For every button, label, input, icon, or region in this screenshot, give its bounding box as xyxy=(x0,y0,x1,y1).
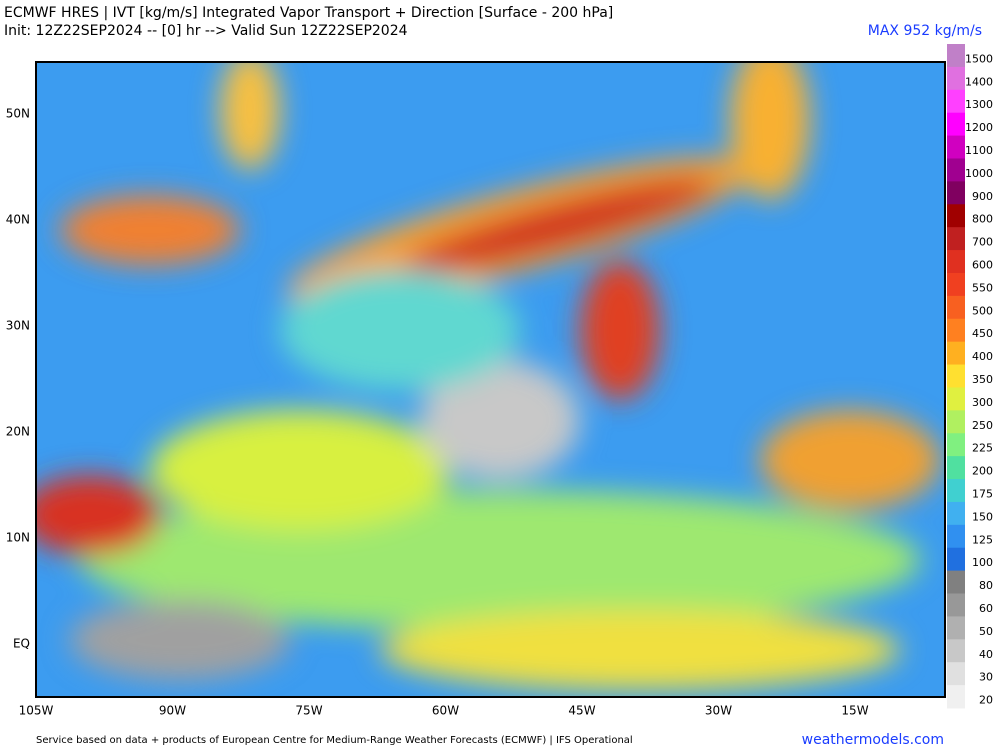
colorbar-swatch xyxy=(947,685,965,709)
colorbar-label: 350 xyxy=(972,373,993,386)
lat-label: 50N xyxy=(6,107,30,121)
colorbar-label: 300 xyxy=(972,396,993,409)
colorbar-label: 500 xyxy=(972,304,993,317)
colorbar-label: 20 xyxy=(979,694,993,707)
colorbar-swatch xyxy=(947,44,965,68)
colorbar-swatch xyxy=(947,662,965,686)
colorbar-swatch xyxy=(947,456,965,480)
colorbar-label: 80 xyxy=(979,579,993,592)
colorbar-swatch xyxy=(947,66,965,91)
lat-label: EQ xyxy=(13,637,30,651)
lat-label: 40N xyxy=(6,213,30,227)
subtitle: Init: 12Z22SEP2024 -- [0] hr --> Valid S… xyxy=(4,23,408,39)
colorbar-label: 550 xyxy=(972,281,993,294)
colorbar-swatch xyxy=(947,135,965,159)
colorbar-label: 400 xyxy=(972,350,993,363)
colorbar-label: 700 xyxy=(972,236,993,249)
colorbar-label: 1300 xyxy=(965,98,993,111)
colorbar-label: 1100 xyxy=(965,144,993,157)
ivt-field xyxy=(36,62,945,697)
colorbar-swatch xyxy=(947,593,965,617)
lat-label: 10N xyxy=(6,531,30,545)
site-link[interactable]: weathermodels.com xyxy=(802,732,944,748)
lon-label: 15W xyxy=(841,704,868,718)
colorbar-swatch xyxy=(947,112,965,137)
lon-label: 90W xyxy=(159,704,186,718)
colorbar-swatch xyxy=(947,272,965,297)
colorbar-label: 1000 xyxy=(965,167,993,180)
lon-label: 45W xyxy=(568,704,595,718)
colorbar-label: 1200 xyxy=(965,121,993,134)
colorbar-label: 800 xyxy=(972,213,993,226)
credit: Service based on data + products of Euro… xyxy=(36,735,633,746)
lon-label: 60W xyxy=(432,704,459,718)
colorbar-label: 30 xyxy=(979,671,993,684)
lat-label: 30N xyxy=(6,319,30,333)
colorbar-swatch xyxy=(947,364,965,388)
colorbar: 1500 1400 1300 1200 1100 1000 900 800 700 600 550 5… xyxy=(947,44,993,709)
title: ECMWF HRES | IVT [kg/m/s] Integrated Vap… xyxy=(4,5,613,21)
colorbar-swatch xyxy=(947,387,965,411)
colorbar-label: 250 xyxy=(972,419,993,432)
colorbar-swatch xyxy=(947,158,965,182)
colorbar-label: 225 xyxy=(972,442,993,455)
colorbar-label: 50 xyxy=(979,625,993,638)
colorbar-swatch xyxy=(947,204,965,228)
colorbar-label: 40 xyxy=(979,648,993,661)
colorbar-label: 150 xyxy=(972,510,993,523)
colorbar-swatch xyxy=(947,318,965,343)
colorbar-label: 1500 xyxy=(965,52,993,65)
lon-label: 75W xyxy=(295,704,322,718)
colorbar-label: 100 xyxy=(972,556,993,569)
colorbar-swatch xyxy=(947,501,965,526)
colorbar-swatch xyxy=(947,524,965,549)
colorbar-swatch xyxy=(947,410,965,434)
colorbar-swatch xyxy=(947,89,965,114)
colorbar-label: 600 xyxy=(972,259,993,272)
colorbar-label: 200 xyxy=(972,465,993,478)
map-frame xyxy=(35,61,946,698)
axis-labels: 50N 40N 30N 20N 10N EQ 105W 90W 75W 60W 45W 30W 15W xyxy=(6,107,869,718)
colorbar-swatch xyxy=(947,639,965,663)
colorbar-label: 60 xyxy=(979,602,993,615)
colorbar-label: 175 xyxy=(972,487,993,500)
colorbar-swatch xyxy=(947,250,965,274)
colorbar-swatch xyxy=(947,433,965,457)
colorbar-swatch xyxy=(947,547,965,572)
colorbar-label: 900 xyxy=(972,190,993,203)
colorbar-label: 1400 xyxy=(965,75,993,88)
lat-label: 20N xyxy=(6,425,30,439)
colorbar-swatch xyxy=(947,181,965,205)
colorbar-label: 125 xyxy=(972,533,993,546)
colorbar-swatch xyxy=(947,570,965,595)
colorbar-swatch xyxy=(947,295,965,320)
lon-label: 30W xyxy=(705,704,732,718)
colorbar-swatch xyxy=(947,227,965,251)
colorbar-swatch xyxy=(947,341,965,366)
colorbar-swatch xyxy=(947,616,965,640)
max-label: MAX 952 kg/m/s xyxy=(868,23,982,39)
colorbar-swatch xyxy=(947,479,965,503)
colorbar-label: 450 xyxy=(972,327,993,340)
lon-label: 105W xyxy=(19,704,54,718)
